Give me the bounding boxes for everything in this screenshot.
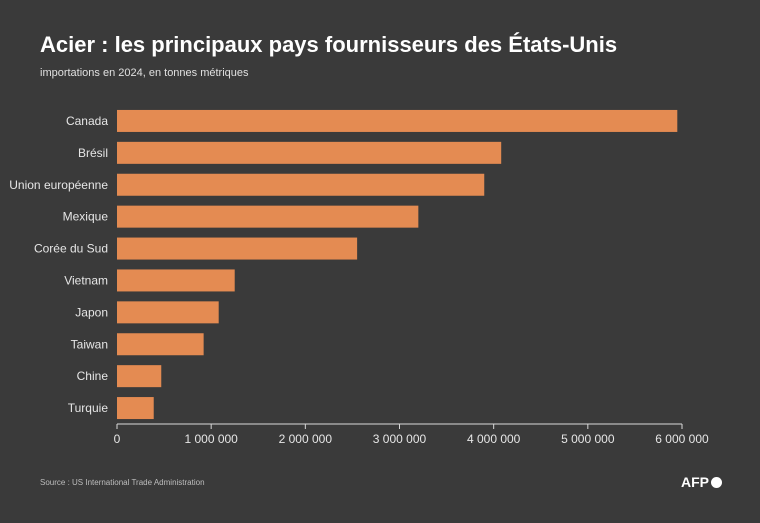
source-note: Source : US International Trade Administ… xyxy=(40,478,205,487)
bar-3 xyxy=(117,205,419,228)
category-label: Brésil xyxy=(78,146,108,160)
bar-0 xyxy=(117,109,678,132)
afp-logo-text: AFP xyxy=(681,474,709,490)
x-tick-label: 1 000 000 xyxy=(184,432,238,446)
afp-logo-dot-icon xyxy=(711,476,722,488)
afp-logo: AFP xyxy=(681,474,722,490)
category-label: Taiwan xyxy=(71,337,108,351)
x-tick-label: 5 000 000 xyxy=(561,432,615,446)
bar-1 xyxy=(117,141,502,164)
chart-title: Acier : les principaux pays fournisseurs… xyxy=(40,32,618,57)
category-label: Turquie xyxy=(68,401,109,415)
bar-6 xyxy=(117,301,219,324)
chart-subtitle: importations en 2024, en tonnes métrique… xyxy=(40,67,249,79)
x-tick-label: 0 xyxy=(114,432,121,446)
bar-4 xyxy=(117,237,358,260)
bar-8 xyxy=(117,365,162,388)
category-label: Mexique xyxy=(63,210,109,224)
category-label: Canada xyxy=(66,114,108,128)
category-label: Chine xyxy=(77,369,109,383)
x-tick-label: 6 000 000 xyxy=(655,432,709,446)
category-label: Japon xyxy=(75,305,108,319)
x-tick-label: 4 000 000 xyxy=(467,432,521,446)
category-label: Vietnam xyxy=(64,273,108,287)
bar-7 xyxy=(117,333,204,356)
bar-9 xyxy=(117,397,154,420)
x-tick-label: 2 000 000 xyxy=(279,432,333,446)
category-label: Union européenne xyxy=(9,178,108,192)
bar-2 xyxy=(117,173,485,196)
x-tick-label: 3 000 000 xyxy=(373,432,427,446)
bar-5 xyxy=(117,269,235,292)
category-label: Corée du Sud xyxy=(34,242,108,256)
